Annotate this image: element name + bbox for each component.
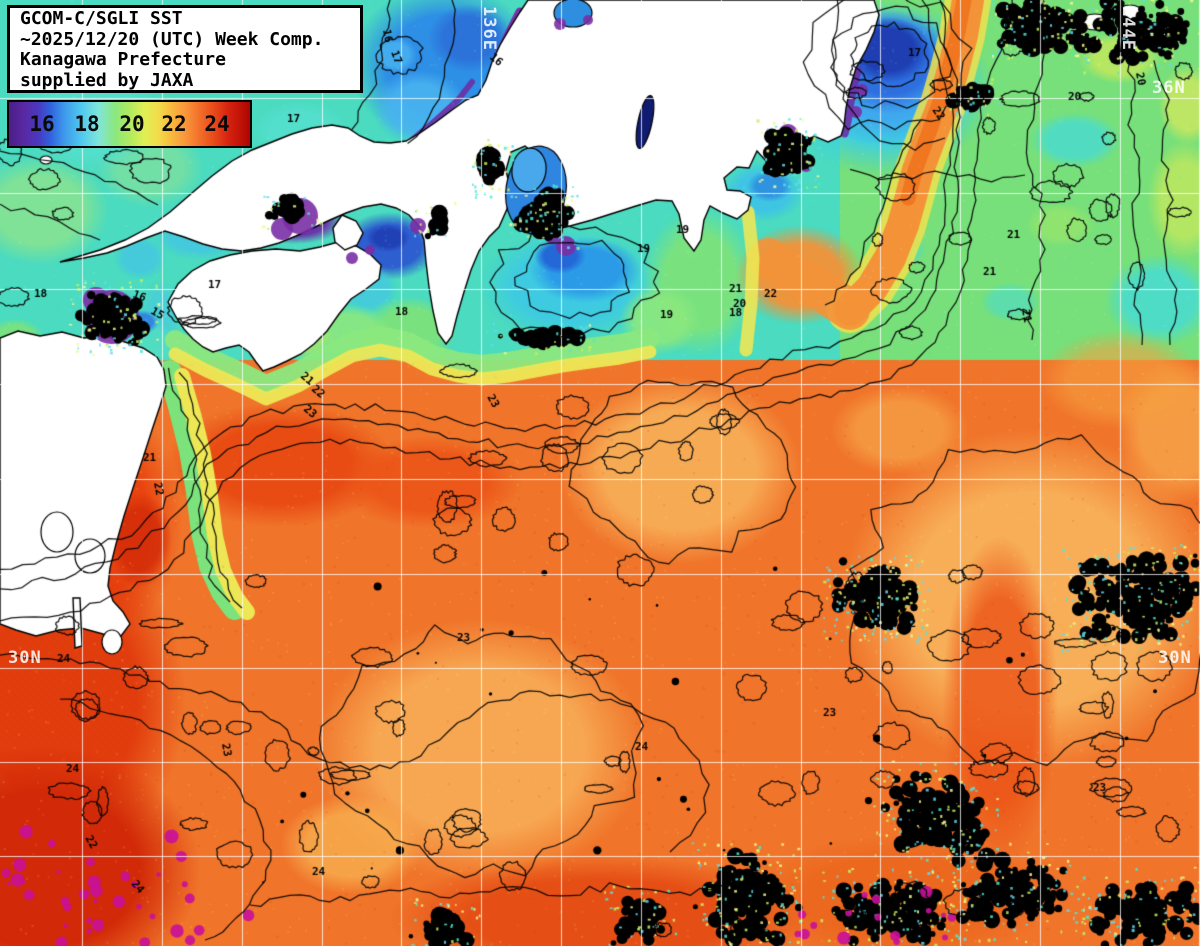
colorbar-tick: 20 bbox=[119, 112, 145, 136]
latitude-label: 30N bbox=[1158, 648, 1192, 668]
colorbar-tick: 22 bbox=[161, 112, 187, 136]
title-product-line: GCOM-C/SGLI SST bbox=[20, 8, 183, 29]
title-box: GCOM-C/SGLI SST ~2025/12/20 (UTC) Week C… bbox=[7, 5, 363, 93]
latitude-label: 36N bbox=[1152, 78, 1186, 98]
colorbar-legend: 16 18 20 22 24 bbox=[7, 100, 252, 148]
title-credit-line: supplied by JAXA bbox=[20, 69, 194, 91]
title-date-line: ~2025/12/20 (UTC) Week Comp. bbox=[20, 28, 324, 50]
latitude-label: 30N bbox=[8, 648, 42, 668]
colorbar-tick: 24 bbox=[204, 112, 230, 136]
longitude-label: 144E bbox=[1118, 6, 1138, 51]
colorbar-tick: 18 bbox=[74, 112, 100, 136]
title-region-line: Kanagawa Prefecture bbox=[20, 49, 226, 70]
longitude-label: 136E bbox=[479, 6, 499, 51]
colorbar-tick: 16 bbox=[29, 112, 55, 136]
